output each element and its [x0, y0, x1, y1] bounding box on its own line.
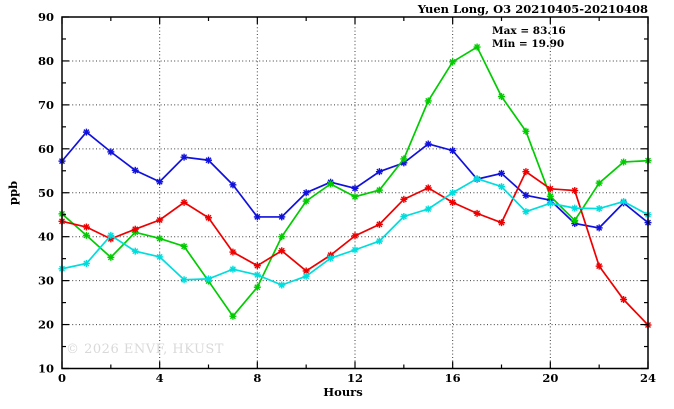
x-tick-label: 8 — [253, 371, 261, 385]
x-axis-label: Hours — [323, 385, 363, 399]
y-tick-label: 90 — [38, 10, 54, 24]
x-tick-label: 12 — [347, 371, 363, 385]
y-tick-label: 30 — [38, 274, 54, 288]
x-tick-label: 16 — [445, 371, 461, 385]
max-min-annotation: Max = 83.16 Min = 19.90 — [492, 25, 566, 51]
series-cyan-markers — [58, 175, 652, 289]
max-value-label: Max = 83.16 — [492, 25, 566, 37]
series-cyan — [58, 175, 652, 289]
x-tick-label: 24 — [640, 371, 656, 385]
series-blue — [58, 128, 652, 232]
y-axis-label: ppb — [6, 180, 21, 206]
x-tick-label: 0 — [58, 371, 66, 385]
y-tick-label: 60 — [38, 142, 54, 156]
x-tick-labels: 0 4 8 12 16 20 24 — [58, 371, 656, 385]
x-tick-label: 4 — [156, 371, 164, 385]
y-tick-label: 10 — [38, 362, 54, 376]
series-blue-markers — [58, 128, 652, 232]
axis-ticks — [61, 16, 649, 370]
x-tick-label: 20 — [542, 371, 558, 385]
gridlines — [62, 17, 648, 369]
y-tick-label: 80 — [38, 54, 54, 68]
chart-title: Yuen Long, O3 20210405-20210408 — [417, 2, 648, 16]
watermark: © 2026 ENVF, HKUST — [66, 342, 224, 357]
y-tick-label: 70 — [38, 98, 54, 112]
y-tick-label: 50 — [38, 186, 54, 200]
min-value-label: Min = 19.90 — [492, 38, 565, 50]
series-green-markers — [58, 43, 652, 320]
series-green — [58, 43, 652, 320]
y-tick-label: 20 — [38, 318, 54, 332]
y-tick-labels: 10 20 30 40 50 60 70 80 90 — [38, 10, 54, 376]
y-tick-label: 40 — [38, 230, 54, 244]
